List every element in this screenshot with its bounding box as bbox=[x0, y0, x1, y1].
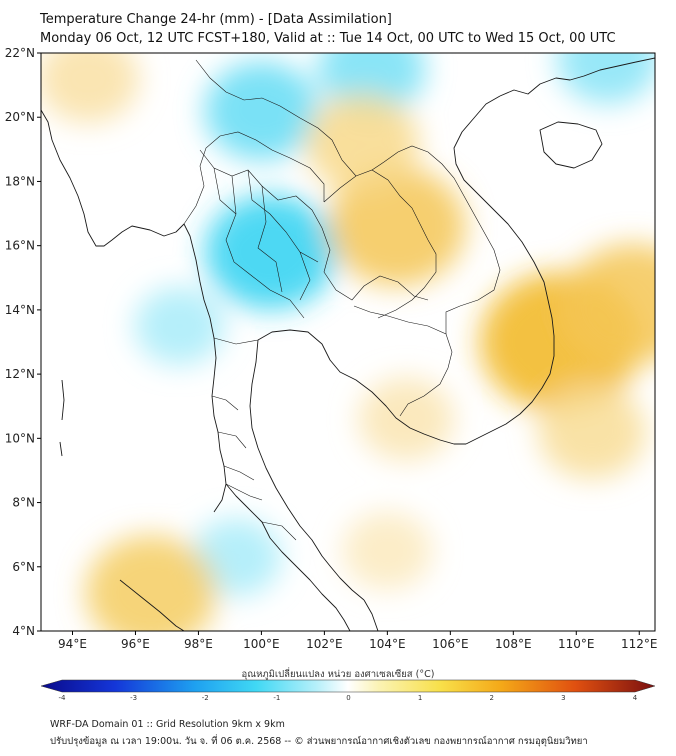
coastlines bbox=[41, 57, 655, 631]
coast-malaysia-east bbox=[363, 599, 379, 631]
plot-frame bbox=[40, 52, 656, 632]
footer-credit: ปรับปรุงข้อมูล ณ เวลา 19:00น. วัน จ. ที่… bbox=[50, 736, 588, 747]
border-myanmar-china bbox=[195, 59, 357, 177]
lat-tick-label: 20°N bbox=[5, 110, 35, 124]
lat-tick-label: 14°N bbox=[5, 303, 35, 317]
temperature-anomaly-field bbox=[41, 53, 655, 631]
colorbar-tick-label: 1 bbox=[418, 694, 422, 702]
lat-tick-label: 4°N bbox=[12, 624, 35, 638]
lat-tick-label: 10°N bbox=[5, 431, 35, 445]
lon-tick-label: 100°E bbox=[243, 637, 280, 651]
coast-peninsula-east bbox=[249, 339, 365, 601]
coast-sumatra bbox=[119, 579, 185, 631]
colorbar-bar bbox=[40, 679, 656, 693]
lat-tick-label: 16°N bbox=[5, 239, 35, 253]
coast-gulf-head bbox=[257, 329, 466, 445]
colorbar-tick-label: 4 bbox=[633, 694, 638, 702]
lat-tick-label: 22°N bbox=[5, 46, 35, 60]
anomaly-upper-andaman bbox=[134, 286, 225, 365]
colorbar-tick-label: 2 bbox=[490, 694, 494, 702]
colorbar-tick-label: -2 bbox=[202, 694, 209, 702]
lat-tick-label: 6°N bbox=[12, 560, 35, 574]
colorbar-tick-label: 3 bbox=[561, 694, 565, 702]
anomaly-gulf-of-thailand-south bbox=[342, 511, 433, 590]
lon-tick-label: 94°E bbox=[58, 637, 87, 651]
lat-tick-label: 18°N bbox=[5, 174, 35, 188]
map-subtitle: Monday 06 Oct, 12 UTC FCST+180, Valid at… bbox=[40, 31, 616, 46]
border-thai-provinces-north bbox=[199, 149, 429, 319]
colorbar-tick-label: 0 bbox=[346, 694, 350, 702]
coast-south-china bbox=[499, 57, 655, 97]
anomaly-central-thailand bbox=[205, 194, 337, 310]
anomaly-east-vietnam-sea bbox=[538, 385, 646, 479]
lon-tick-label: 112°E bbox=[621, 637, 658, 651]
lon-tick-label: 102°E bbox=[306, 637, 343, 651]
anomaly-cambodia-sea bbox=[358, 377, 455, 461]
map-title: Temperature Change 24-hr (mm) - [Data As… bbox=[40, 12, 392, 27]
anomaly-south-china-sea-ne bbox=[564, 243, 655, 364]
colorbar-tick-label: -3 bbox=[130, 694, 137, 702]
border-laos-vietnam bbox=[371, 145, 501, 334]
colorbar-label: อุณหภูมิเปลี่ยนแปลง หน่วย องศาเซลเซียส (… bbox=[241, 669, 435, 680]
colorbar: -4 -3 -2 -1 0 1 2 3 4 bbox=[40, 679, 656, 702]
colorbar-ticks: -4 -3 -2 -1 0 1 2 3 4 bbox=[59, 694, 638, 702]
border-laos-thailand bbox=[323, 169, 437, 319]
lon-tick-label: 96°E bbox=[121, 637, 150, 651]
coast-vietnam bbox=[453, 95, 555, 445]
lat-tick-label: 12°N bbox=[5, 367, 35, 381]
border-thai-provinces-south bbox=[211, 337, 297, 541]
anomaly-northeast-thailand-laos bbox=[328, 166, 466, 287]
coast-thai-peninsula bbox=[225, 483, 351, 631]
border-myanmar-thailand bbox=[183, 131, 325, 225]
border-cambodia bbox=[353, 305, 453, 417]
anomaly-gulf-of-tonkin-ne bbox=[556, 53, 655, 104]
lon-tick-label: 106°E bbox=[432, 637, 469, 651]
lon-tick-label: 110°E bbox=[558, 637, 595, 651]
island-andaman bbox=[59, 379, 65, 457]
anomaly-west-myanmar bbox=[41, 53, 140, 123]
lon-tick-label: 98°E bbox=[184, 637, 213, 651]
anomaly-northern-thailand bbox=[204, 61, 319, 161]
longitude-axis: 94°E 96°E 98°E 100°E 102°E 104°E 106°E 108°E 110… bbox=[58, 631, 658, 651]
anomaly-laos-north bbox=[305, 93, 419, 193]
footer-model-info: WRF-DA Domain 01 :: Grid Resolution 9km … bbox=[50, 719, 285, 730]
latitude-axis: 22°N 20°N 18°N 16°N 14°N 12°N 10°N 8°N 6°N 4°N bbox=[5, 46, 41, 638]
lat-tick-label: 8°N bbox=[12, 496, 35, 510]
admin-borders bbox=[183, 59, 501, 541]
colorbar-tick-label: -4 bbox=[59, 694, 67, 702]
anomaly-andaman-sea-south bbox=[85, 535, 217, 631]
island-hainan bbox=[539, 121, 603, 169]
lon-tick-label: 108°E bbox=[495, 637, 532, 651]
lon-tick-label: 104°E bbox=[369, 637, 406, 651]
colorbar-tick-label: -1 bbox=[273, 694, 280, 702]
